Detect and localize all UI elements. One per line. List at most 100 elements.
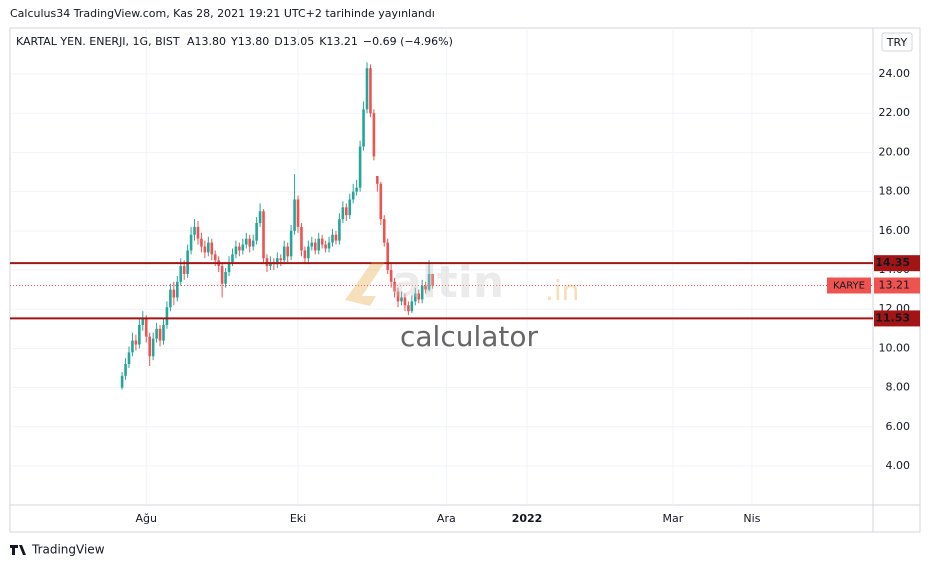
candle-body — [262, 211, 265, 259]
price-label: 13.21 — [879, 279, 911, 292]
candle-body — [386, 242, 389, 271]
candle-body — [144, 319, 148, 337]
y-tick-label: 24.00 — [879, 67, 911, 80]
x-tick-label: Eki — [290, 512, 306, 525]
candle-body — [234, 246, 238, 255]
candle-body — [158, 328, 162, 341]
currency-button[interactable] — [881, 32, 913, 52]
symbol-title: KARTAL YEN. ENERJI, 1G, BIST — [16, 35, 180, 48]
candle-body — [310, 242, 314, 247]
candle-body — [400, 297, 403, 302]
candle-body — [200, 238, 203, 247]
candle-body — [276, 258, 279, 265]
candle-body — [238, 246, 241, 251]
candle-body — [172, 289, 176, 298]
candle-body — [307, 246, 310, 259]
candle-body — [393, 281, 396, 292]
candle-body — [341, 207, 345, 220]
x-tick-label: 2022 — [512, 512, 543, 525]
legend-value: D13.05 — [274, 35, 314, 48]
legend-value: −0.69 (−4.96%) — [363, 35, 453, 48]
currency-label[interactable]: TRY — [886, 36, 908, 49]
candle-body — [255, 222, 258, 241]
x-tick-label: Ağu — [136, 512, 157, 525]
watermark-sub: calculator — [400, 320, 539, 353]
candle-body — [251, 240, 255, 247]
legend-value: Y13.80 — [230, 35, 269, 48]
candle-body — [175, 281, 179, 298]
candle-body — [293, 199, 296, 231]
candle-body — [148, 336, 151, 357]
candle-body — [124, 364, 127, 376]
price-label-box — [874, 277, 920, 294]
candle-body — [327, 242, 331, 249]
watermark: altin .in — [345, 257, 579, 308]
candle-body — [324, 244, 327, 249]
price-label: 14.35 — [875, 256, 910, 269]
candle-body — [244, 238, 248, 245]
candle-body — [389, 270, 393, 282]
candle-body — [417, 293, 421, 300]
candle-body — [286, 246, 289, 257]
candle-body — [231, 254, 234, 263]
candle-body — [165, 307, 169, 325]
candle-body — [303, 250, 307, 259]
y-tick-label: 4.00 — [886, 459, 911, 472]
candle-body — [369, 68, 372, 114]
y-tick-label: 8.00 — [886, 381, 911, 394]
candle-body — [220, 266, 224, 284]
x-tick-label: Ara — [437, 512, 456, 525]
candle-body — [396, 291, 400, 302]
candle-body — [424, 285, 427, 290]
candle-body — [182, 266, 186, 274]
candle-body — [289, 230, 293, 257]
candle-body — [141, 319, 145, 325]
y-tick-label: 18.00 — [879, 185, 911, 198]
candle-body — [431, 273, 434, 286]
logo-mark — [10, 545, 26, 555]
candle-body — [348, 199, 352, 216]
footer-brand: TradingView — [31, 543, 105, 557]
candle-body — [169, 289, 172, 308]
candle-body — [313, 242, 317, 251]
candle-body — [320, 238, 324, 245]
price-label-box — [874, 255, 920, 272]
candle-body — [120, 375, 124, 388]
watermark-brand: altin — [392, 257, 504, 308]
candle-body — [351, 191, 355, 200]
candle-body — [155, 328, 158, 339]
candle-body — [365, 68, 369, 110]
price-label-box — [874, 310, 920, 327]
candle-body — [196, 226, 200, 239]
candle-body — [362, 109, 365, 147]
legend-value: K13.21 — [319, 35, 358, 48]
y-tick-label: 22.00 — [879, 106, 911, 119]
candle-body — [134, 340, 138, 345]
candle-body — [138, 324, 141, 345]
candle-body — [407, 305, 410, 312]
y-tick-label: 20.00 — [879, 145, 911, 158]
candle-body — [227, 262, 231, 272]
candle-body — [379, 183, 383, 220]
candle-body — [213, 254, 217, 261]
y-tick-label: 6.00 — [886, 420, 911, 433]
candle-body — [338, 219, 341, 241]
candle-body — [224, 271, 227, 284]
x-tick-label: Mar — [663, 512, 684, 525]
y-tick-label: 10.00 — [879, 341, 911, 354]
legend-value: A13.80 — [187, 35, 226, 48]
candle-body — [427, 273, 431, 290]
candle-body — [296, 199, 300, 227]
candle-body — [210, 242, 214, 255]
candle-body — [355, 187, 358, 192]
candle-body — [179, 266, 183, 282]
watermark-logo — [345, 262, 385, 306]
candle-body — [317, 238, 321, 251]
candle-body — [413, 293, 417, 302]
candle-body — [300, 226, 303, 251]
symbol-label: KARYE — [833, 281, 865, 292]
candle-body — [131, 340, 134, 353]
candle-body — [403, 297, 407, 306]
